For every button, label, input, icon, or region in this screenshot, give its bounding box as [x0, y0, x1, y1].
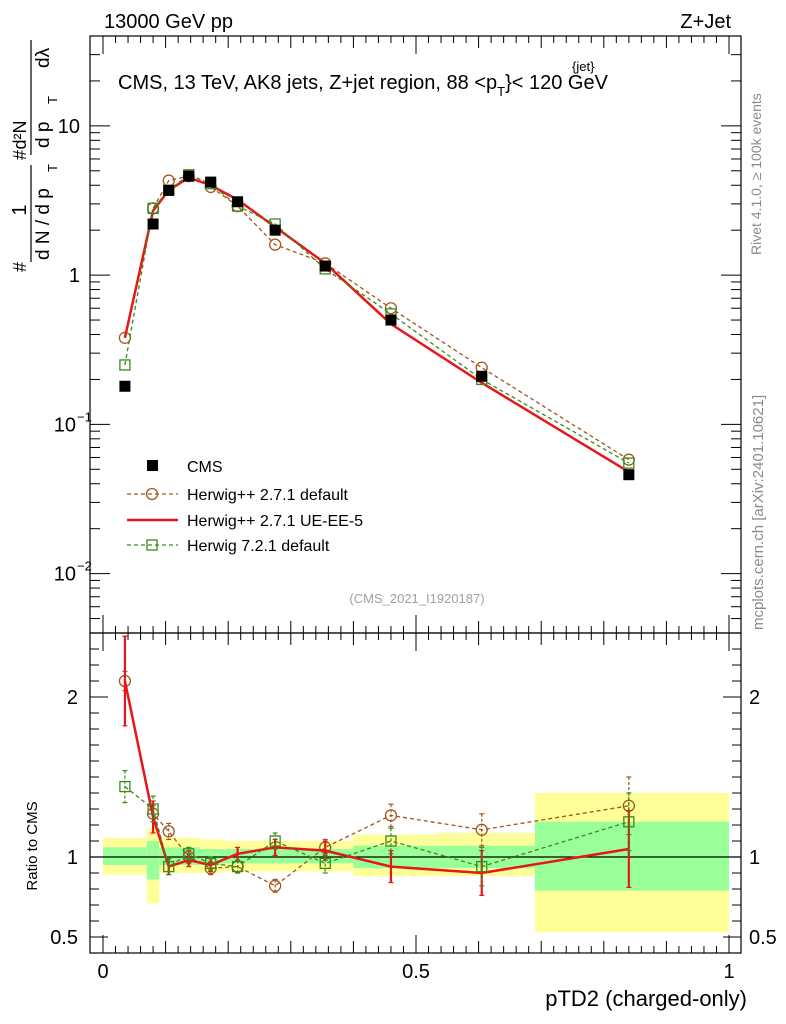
x-tick-label: 1: [723, 961, 734, 983]
ratio-point-2: [385, 835, 397, 847]
ratio-band-stat: [103, 847, 147, 865]
cms-data-point: [183, 170, 195, 182]
title-tail: }< 120 GeV: [505, 72, 609, 94]
title-main: CMS, 13 TeV, AK8 jets, Z+jet region, 88 …: [118, 72, 497, 94]
cms-data-point: [163, 184, 175, 196]
y-axis-label-main: # 1 d N / d p T # d²N d p T dλ: [9, 40, 60, 272]
ratio-point-0: [475, 823, 488, 836]
series-line-2: [124, 174, 630, 464]
ratio-point-2: [205, 857, 217, 870]
ratio-point-2: [163, 860, 175, 873]
analysis-id: (CMS_2021_I1920187): [349, 591, 484, 606]
main-axis-ticks: [90, 35, 741, 634]
y-tick-label-ratio-right: 0.5: [749, 927, 777, 949]
y-tick-label-ratio: 2: [67, 687, 78, 709]
series-point-2: [147, 202, 159, 215]
legend: CMS Herwig++ 2.7.1 default Herwig++ 2.7.…: [127, 459, 363, 555]
cms-data-point: [119, 380, 131, 392]
ratio-axis-ticks: [90, 632, 741, 954]
y-axis-label-ratio: Ratio to CMS: [24, 801, 41, 890]
cms-data-point: [385, 314, 397, 326]
ylabel-hash-2: #: [10, 150, 30, 160]
y-tick-label-exp: −2: [77, 559, 92, 574]
series-point-2: [623, 457, 635, 469]
cms-data-point: [269, 224, 281, 236]
cms-data-point: [319, 260, 331, 272]
ratio-point-2: [476, 860, 488, 873]
x-tick-label: 0.5: [402, 961, 430, 983]
ylabel-hash-1: #: [10, 262, 30, 272]
ratio-point-2: [183, 848, 195, 860]
title-sub: T: [497, 84, 505, 99]
series-point-0: [268, 238, 282, 251]
y-tick-label-ratio: 0.5: [50, 927, 78, 949]
cms-data-point: [147, 218, 159, 230]
legend-label-herwigpp-default: Herwig++ 2.7.1 default: [187, 487, 349, 504]
ylabel-dlambda: dλ: [33, 47, 54, 68]
ylabel-dpt: d p: [33, 122, 54, 148]
ratio-tick-labels: 0.5 0.5 1 1 2 2: [50, 687, 777, 949]
main-plot-area: [118, 169, 635, 481]
energy-label: 13000 GeV pp: [104, 11, 233, 33]
y-tick-label-ratio-right: 1: [749, 847, 760, 869]
x-tick-labels: 0 0.5 1: [97, 961, 734, 983]
legend-label-herwig7: Herwig 7.2.1 default: [187, 538, 330, 555]
ratio-line-1: [123, 680, 630, 875]
mcplots-label: mcplots.cern.ch [arXiv:2401.10621]: [750, 395, 767, 630]
rivet-label: Rivet 4.1.0, ≥ 100k events: [748, 93, 764, 255]
ylabel-t-sub-2: T: [45, 96, 60, 104]
chart-title: CMS, 13 TeV, AK8 jets, Z+jet region, 88 …: [118, 59, 609, 99]
ratio-band-stat: [146, 841, 160, 880]
ratio-point-2: [269, 835, 281, 847]
cms-data-point: [623, 469, 635, 481]
process-label: Z+Jet: [680, 11, 731, 33]
ratio-point-0: [384, 809, 398, 822]
cms-data-point: [232, 196, 244, 208]
series-line-0: [124, 175, 630, 461]
ratio-point-2: [147, 803, 159, 815]
y-tick-label-main: 10: [54, 564, 76, 586]
ratio-point-0: [162, 825, 175, 838]
y-tick-label-main: 1: [69, 265, 80, 287]
title-sup: {jet}: [572, 59, 595, 74]
y-tick-label-exp: −1: [77, 409, 92, 424]
ratio-point-2: [623, 816, 635, 828]
legend-label-herwigpp-ueee5: Herwig++ 2.7.1 UE-EE-5: [187, 513, 363, 530]
ratio-plot-area: [118, 635, 635, 897]
series-point-0: [622, 453, 635, 466]
y-tick-label-main: 10: [58, 116, 80, 138]
series-point-2: [119, 359, 131, 371]
ratio-line-2: [124, 786, 630, 868]
legend-label-cms: CMS: [187, 459, 223, 476]
y-tick-label-ratio-right: 2: [749, 687, 760, 709]
legend-marker-cms: [147, 460, 158, 471]
legend-marker-herwig7: [146, 539, 158, 551]
svg-text:CMS, 13 TeV, AK8 jets, Z+jet r: CMS, 13 TeV, AK8 jets, Z+jet region, 88 …: [118, 72, 609, 99]
cms-data-point: [205, 176, 217, 188]
ratio-point-2: [119, 780, 131, 793]
ratio-point-2: [319, 857, 331, 870]
ratio-band-stat: [253, 849, 298, 864]
y-tick-label-main: 10: [54, 414, 76, 436]
ratio-point-2: [231, 860, 244, 873]
cms-data-point: [476, 370, 488, 382]
x-tick-label: 0: [97, 961, 108, 983]
ylabel-numerator: d²N: [10, 120, 30, 149]
y-tick-label-ratio: 1: [67, 847, 78, 869]
legend-marker-herwigpp-default: [145, 487, 159, 501]
x-axis-label: pTD2 (charged-only): [545, 986, 747, 1011]
ratio-panel: 0.5 0.5 1 1 2 2: [50, 632, 777, 954]
series-line-1: [123, 176, 630, 474]
ratio-point-0: [268, 879, 282, 892]
ratio-band-stat: [534, 821, 729, 891]
ylabel-one: 1: [9, 204, 31, 215]
ylabel-denominator: d N / d p: [33, 188, 54, 260]
ylabel-t-sub-1: T: [45, 164, 60, 172]
